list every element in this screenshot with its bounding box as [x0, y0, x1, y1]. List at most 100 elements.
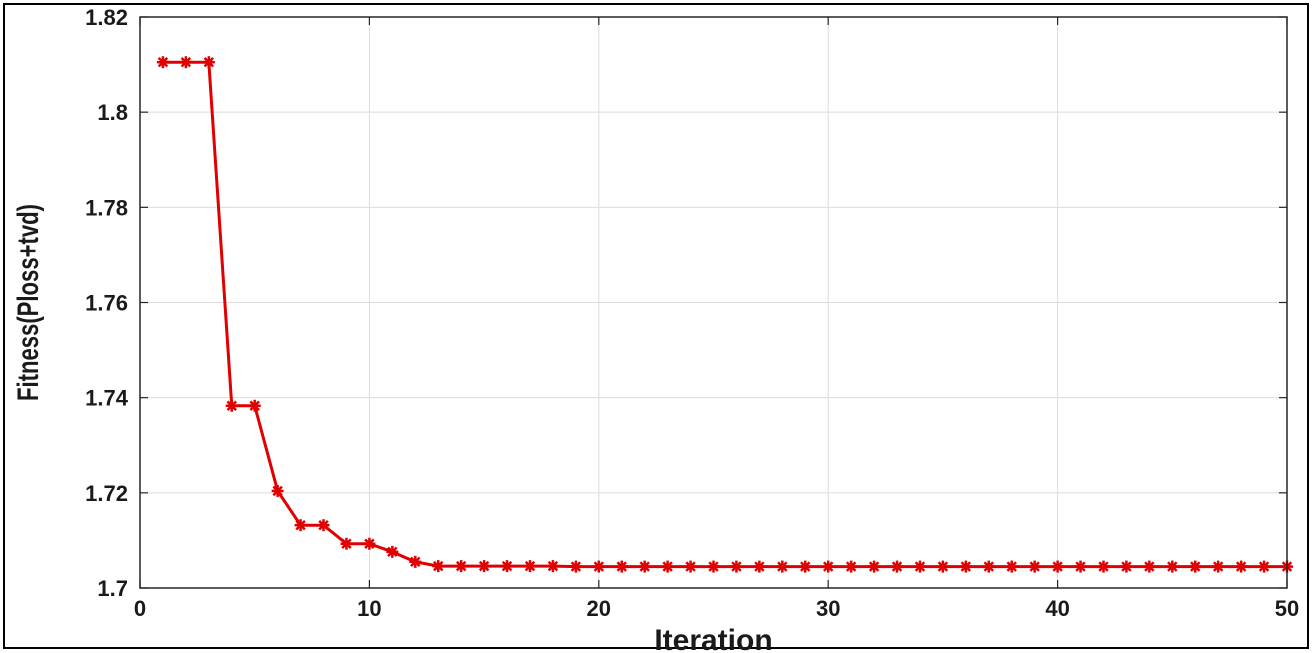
y-tick-label: 1.78: [85, 195, 128, 220]
marker-stroke: [203, 57, 215, 68]
data-point: [868, 560, 881, 573]
data-point: [799, 560, 812, 573]
data-point: [179, 56, 192, 69]
data-point: [753, 560, 766, 573]
data-point: [936, 560, 949, 573]
data-point: [1143, 560, 1156, 573]
data-point: [1189, 560, 1202, 573]
x-axis-label: Iteration: [654, 624, 772, 653]
marker-stroke: [1006, 561, 1017, 572]
data-point: [271, 484, 284, 497]
marker-stroke: [1190, 561, 1201, 572]
data-point: [913, 560, 926, 573]
marker-stroke: [1258, 561, 1270, 572]
data-point: [592, 560, 605, 573]
data-point: [638, 560, 651, 573]
x-tick-label: 30: [816, 596, 840, 621]
data-point: [891, 560, 904, 573]
data-point: [202, 56, 215, 69]
marker-stroke: [937, 561, 949, 572]
x-tick-label: 10: [357, 596, 381, 621]
data-point: [317, 519, 330, 532]
marker-stroke: [914, 561, 926, 572]
marker-stroke: [524, 560, 536, 572]
marker-stroke: [1075, 561, 1086, 572]
marker-stroke: [891, 561, 903, 572]
marker-stroke: [180, 57, 192, 68]
marker-stroke: [1144, 561, 1155, 572]
data-point: [386, 545, 399, 558]
data-point: [1005, 560, 1018, 573]
marker-stroke: [249, 400, 260, 411]
data-point: [501, 560, 514, 573]
data-point: [1097, 560, 1110, 573]
data-point: [1028, 560, 1041, 573]
marker-stroke: [1052, 561, 1063, 572]
marker-stroke: [455, 560, 467, 572]
marker-stroke: [272, 485, 283, 497]
data-point: [569, 560, 582, 573]
data-point: [546, 560, 559, 573]
data-point: [455, 560, 468, 573]
data-point: [156, 56, 169, 69]
marker-stroke: [501, 560, 513, 572]
y-tick-label: 1.76: [85, 291, 128, 316]
marker-stroke: [433, 560, 444, 572]
data-point: [363, 537, 376, 550]
marker-stroke: [318, 519, 329, 531]
data-point: [409, 555, 422, 568]
data-point: [340, 537, 353, 550]
marker-stroke: [1029, 561, 1040, 572]
marker-stroke: [754, 561, 765, 572]
grid-lines: [140, 17, 1287, 588]
marker-stroke: [570, 561, 582, 572]
data-point: [294, 519, 307, 532]
data-point: [1074, 560, 1087, 573]
marker-stroke: [708, 561, 719, 572]
data-point: [845, 560, 858, 573]
marker-stroke: [1212, 561, 1224, 572]
y-axis-label: Fitness(Ploss+tvd): [11, 204, 45, 401]
marker-stroke: [868, 561, 880, 572]
x-axis-ticks: 0 10 20 30 40 50: [134, 17, 1299, 621]
marker-stroke: [364, 538, 375, 549]
marker-stroke: [845, 561, 857, 572]
data-point: [248, 399, 261, 412]
marker-stroke: [822, 561, 834, 572]
data-point: [684, 560, 697, 573]
data-point: [478, 560, 491, 573]
data-point: [776, 560, 789, 573]
marker-stroke: [547, 560, 559, 572]
y-tick-label: 1.72: [85, 481, 128, 506]
data-point: [1120, 560, 1133, 573]
y-tick-label: 1.7: [97, 576, 128, 601]
data-point: [615, 560, 628, 573]
x-tick-label: 40: [1045, 596, 1069, 621]
data-point: [982, 560, 995, 573]
marker-stroke: [478, 560, 490, 572]
marker-stroke: [800, 561, 811, 572]
x-tick-label: 20: [587, 596, 611, 621]
marker-stroke: [960, 561, 972, 572]
marker-stroke: [731, 561, 742, 572]
marker-stroke: [639, 561, 650, 572]
data-point: [1212, 560, 1225, 573]
x-tick-label: 50: [1275, 596, 1299, 621]
data-point: [661, 560, 674, 573]
marker-stroke: [1098, 561, 1109, 572]
marker-stroke: [662, 561, 673, 572]
marker-stroke: [983, 561, 994, 572]
marker-stroke: [1167, 561, 1178, 572]
marker-stroke: [616, 561, 627, 572]
x-tick-label: 0: [134, 596, 146, 621]
data-point: [1166, 560, 1179, 573]
marker-stroke: [295, 519, 306, 531]
marker-stroke: [157, 57, 169, 68]
series-layer: [156, 56, 1293, 573]
y-tick-label: 1.82: [85, 5, 128, 30]
marker-stroke: [777, 561, 788, 572]
data-point: [707, 560, 720, 573]
data-point: [822, 560, 835, 573]
data-point: [959, 560, 972, 573]
